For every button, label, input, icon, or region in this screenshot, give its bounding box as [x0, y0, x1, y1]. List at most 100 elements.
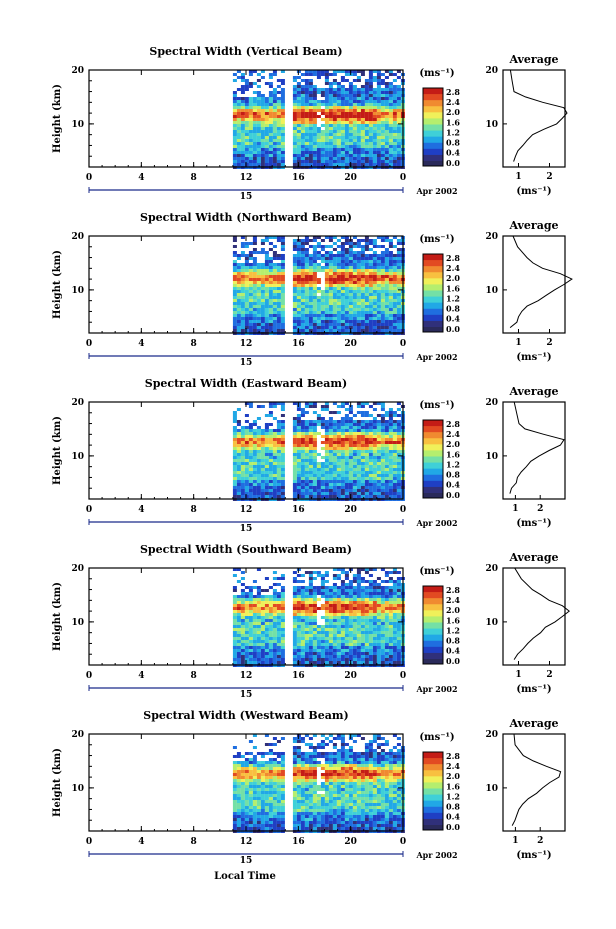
- heatmap-cell: [380, 118, 385, 121]
- heatmap-cell: [344, 643, 349, 646]
- heatmap-cell: [244, 326, 249, 329]
- heatmap-cell: [352, 317, 357, 320]
- heatmap-cell: [260, 154, 265, 157]
- heatmap-cell: [384, 453, 389, 456]
- heatmap-cell: [304, 254, 309, 257]
- heatmap-cell: [304, 136, 309, 139]
- heatmap-cell: [272, 489, 277, 492]
- heatmap-cell: [364, 311, 369, 314]
- heatmap-cell: [388, 257, 393, 260]
- heatmap-cell: [364, 658, 369, 661]
- heatmap-cell: [240, 577, 245, 580]
- heatmap-cell: [380, 296, 385, 299]
- heatmap-cell: [256, 278, 261, 281]
- heatmap-cell: [364, 302, 369, 305]
- heatmap-cell: [252, 601, 257, 604]
- heatmap-cell: [364, 580, 369, 583]
- heatmap-cell: [236, 429, 241, 432]
- heatmap-cell: [292, 441, 297, 444]
- heatmap-cell: [264, 480, 269, 483]
- heatmap-cell: [272, 628, 277, 631]
- heatmap-cell: [376, 453, 381, 456]
- heatmap-cell: [300, 100, 305, 103]
- time-tick-label: 8: [191, 339, 197, 349]
- heatmap-cell: [320, 435, 325, 438]
- heatmap-cell: [388, 154, 393, 157]
- heatmap-cell: [376, 139, 381, 142]
- heatmap-cell: [296, 88, 301, 91]
- heatmap-cell: [296, 269, 301, 272]
- heatmap-cell: [332, 592, 337, 595]
- heatmap-cell: [244, 586, 249, 589]
- heatmap-cell: [240, 115, 245, 118]
- heatmap-cell: [364, 287, 369, 290]
- heatmap-cell: [312, 148, 317, 151]
- heatmap-cell: [352, 426, 357, 429]
- heatmap-cell: [304, 480, 309, 483]
- heatmap-cell: [308, 429, 313, 432]
- heatmap-cell: [340, 450, 345, 453]
- heatmap-cell: [236, 103, 241, 106]
- heatmap-cell: [236, 471, 241, 474]
- heatmap-cell: [324, 586, 329, 589]
- heatmap-cell: [340, 640, 345, 643]
- heatmap-cell: [324, 402, 329, 405]
- heatmap-cell: [240, 278, 245, 281]
- heatmap-cell: [264, 628, 269, 631]
- heatmap-cell: [344, 136, 349, 139]
- heatmap-cell: [340, 103, 345, 106]
- heatmap-cell: [356, 100, 361, 103]
- heatmap-cell: [308, 652, 313, 655]
- heatmap-cell: [280, 420, 285, 423]
- heatmap-cell: [324, 652, 329, 655]
- heatmap-cell: [312, 245, 317, 248]
- heatmap-cell: [304, 420, 309, 423]
- heatmap-cell: [256, 121, 261, 124]
- heatmap-cell: [260, 489, 265, 492]
- heatmap-cell: [252, 486, 257, 489]
- heatmap-cell: [392, 450, 397, 453]
- heatmap-cell: [244, 486, 249, 489]
- heatmap-cell: [344, 251, 349, 254]
- heatmap-cell: [340, 477, 345, 480]
- heatmap-cell: [232, 625, 237, 628]
- heatmap-cell: [320, 118, 325, 121]
- heatmap-cell: [236, 281, 241, 284]
- heatmap-cell: [352, 483, 357, 486]
- heatmap-cell: [364, 652, 369, 655]
- heatmap-cell: [336, 619, 341, 622]
- heatmap-cell: [236, 598, 241, 601]
- heatmap-cell: [304, 103, 309, 106]
- heatmap-cell: [340, 592, 345, 595]
- day-label: 15: [240, 192, 253, 202]
- height-tick-label: 20: [71, 232, 84, 242]
- heatmap-cell: [240, 320, 245, 323]
- date-label: Apr 2002: [415, 518, 457, 528]
- heatmap-cell: [324, 658, 329, 661]
- colorbar-segment: [423, 278, 443, 285]
- heatmap-cell: [292, 142, 297, 145]
- heatmap-cell: [388, 459, 393, 462]
- heatmap-cell: [252, 450, 257, 453]
- heatmap-cell: [336, 109, 341, 112]
- heatmap-cell: [252, 151, 257, 154]
- heatmap-cell: [384, 598, 389, 601]
- heatmap-cell: [332, 649, 337, 652]
- heatmap-cell: [236, 257, 241, 260]
- heatmap-cell: [320, 486, 325, 489]
- heatmap-cell: [312, 254, 317, 257]
- heatmap-cell: [300, 468, 305, 471]
- heatmap-cell: [292, 646, 297, 649]
- heatmap-cell: [308, 133, 313, 136]
- heatmap-cell: [280, 423, 285, 426]
- heatmap-cell: [344, 284, 349, 287]
- heatmap-cell: [376, 610, 381, 613]
- heatmap-cell: [384, 272, 389, 275]
- heatmap-cell: [248, 483, 253, 486]
- heatmap-cell: [344, 619, 349, 622]
- heatmap-cell: [308, 435, 313, 438]
- heatmap-cell: [292, 438, 297, 441]
- heatmap-cell: [368, 136, 373, 139]
- heatmap-cell: [364, 634, 369, 637]
- heatmap-cell: [384, 305, 389, 308]
